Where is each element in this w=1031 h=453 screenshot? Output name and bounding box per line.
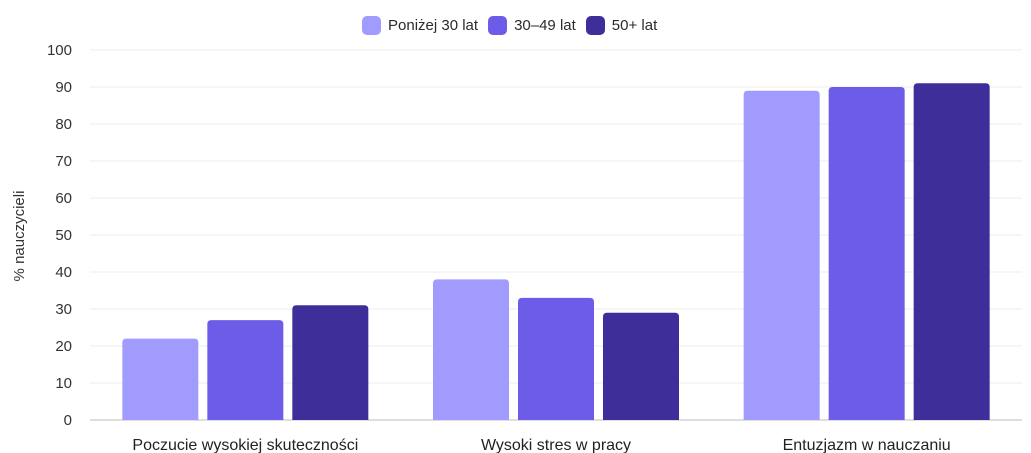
- legend-swatch-50-plus: [585, 16, 605, 35]
- y-tick-label: 60: [55, 190, 72, 207]
- bar[interactable]: Poniżej 30 lat: 22: [122, 338, 199, 420]
- y-tick-label: 30: [55, 301, 72, 318]
- y-tick-label: 70: [55, 153, 72, 170]
- legend-swatch-under-30: [362, 16, 381, 35]
- legend-swatch-30-49: [488, 16, 508, 35]
- bar[interactable]: Poniżej 30 lat: 38: [433, 279, 509, 420]
- bars: Poniżej 30 lat: 2230–49 lat: 2750+ lat: …: [122, 83, 990, 421]
- bar[interactable]: 30–49 lat: 27: [207, 320, 284, 420]
- bar[interactable]: 50+ lat: 29: [603, 312, 679, 420]
- y-tick-label: 40: [55, 264, 72, 281]
- legend-item-under-30[interactable]: Poniżej 30 lat: [362, 16, 478, 35]
- y-tick-label: 90: [55, 79, 72, 96]
- x-tick-label: Poczucie wysokiej skuteczności: [132, 437, 358, 453]
- y-axis-title: % nauczycieli: [11, 191, 28, 282]
- bar[interactable]: 30–49 lat: 90: [828, 87, 905, 420]
- legend-label-50-plus: 50+ lat: [611, 17, 658, 34]
- legend-item-30-49[interactable]: 30–49 lat: [488, 16, 576, 35]
- bar[interactable]: 50+ lat: 31: [292, 305, 369, 420]
- y-tick-label: 50: [55, 227, 72, 244]
- y-tick-label: 80: [55, 116, 72, 133]
- bar[interactable]: 30–49 lat: 33: [518, 297, 594, 420]
- x-axis: Poczucie wysokiej skuteczności Wysoki str…: [132, 437, 950, 453]
- legend: Poniżej 30 lat 30–49 lat 50+ lat: [362, 16, 657, 35]
- legend-label-under-30: Poniżej 30 lat: [388, 17, 479, 34]
- y-tick-label: 0: [64, 412, 72, 429]
- x-tick-label: Wysoki stres w pracy: [481, 437, 631, 453]
- legend-item-50-plus[interactable]: 50+ lat: [585, 16, 658, 35]
- y-axis: 0 10 20 30 40 50 60 70 80 90 100: [47, 42, 72, 429]
- legend-label-30-49: 30–49 lat: [514, 17, 576, 34]
- y-tick-label: 10: [55, 375, 72, 392]
- bar[interactable]: Poniżej 30 lat: 89: [743, 90, 820, 420]
- y-tick-label: 100: [47, 42, 72, 59]
- y-tick-label: 20: [55, 338, 72, 355]
- x-tick-label: Entuzjazm w nauczaniu: [783, 437, 951, 453]
- bar[interactable]: 50+ lat: 91: [913, 83, 990, 421]
